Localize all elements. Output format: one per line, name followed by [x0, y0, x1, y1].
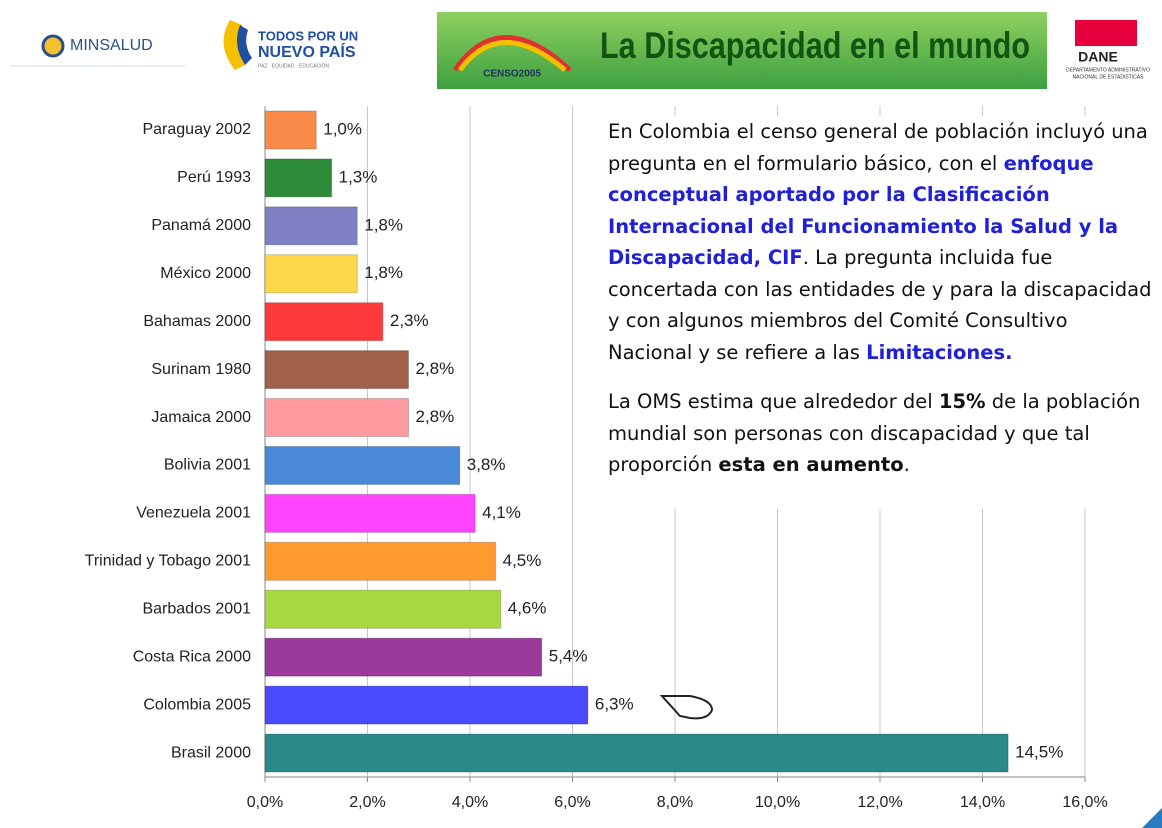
header: MINSALUD TODOS POR UN NUEVO PAÍS PAZ · E…: [10, 12, 1150, 89]
x-tick-label: 4,0%: [452, 794, 488, 811]
value-label: 6,3%: [595, 695, 634, 714]
x-tick-label: 8,0%: [657, 794, 693, 811]
gov-line: TODOS POR UN: [258, 28, 358, 43]
paragraph: La OMS estima que alrededor del 15% de l…: [608, 386, 1156, 481]
value-label: 1,0%: [323, 119, 362, 138]
text-run: Limitaciones.: [866, 340, 1013, 364]
bar: [264, 493, 476, 533]
bar: [264, 541, 497, 581]
bar: [264, 733, 1009, 773]
gov-line: PAZ · EQUIDAD · EDUCACIÓN: [258, 62, 329, 69]
gov-line: NUEVO PAÍS: [258, 42, 356, 61]
censo-logo: [457, 40, 567, 72]
bar: [264, 398, 409, 438]
value-label: 4,6%: [508, 599, 547, 618]
value-label: 2,8%: [416, 407, 455, 426]
value-label: 2,8%: [416, 359, 455, 378]
text-run: 15%: [938, 390, 986, 413]
category-label: Colombia 2005: [143, 696, 251, 713]
value-label: 1,8%: [364, 263, 403, 282]
category-label: Bahamas 2000: [143, 313, 251, 330]
category-label: Jamaica 2000: [151, 409, 251, 426]
text-block: En Colombia el censo general de població…: [608, 116, 1156, 509]
dane-sub: NACIONAL DE ESTADISTICAS: [1073, 74, 1145, 80]
bar: [264, 110, 317, 150]
plot: 0,0% 2,0% 4,0% 6,0% 8,0% 10,0% 12,0% 14,0% 16,0%…: [85, 106, 1108, 811]
category-label: Bolivia 2001: [164, 457, 251, 474]
value-label: 1,3%: [339, 167, 378, 186]
paragraph: En Colombia el censo general de població…: [608, 116, 1156, 368]
value-label: 3,8%: [467, 455, 506, 474]
category-label: México 2000: [160, 265, 251, 282]
censo-label: CENSO2005: [483, 69, 541, 80]
gov-logo: [223, 20, 245, 70]
category-label: Barbados 2001: [142, 600, 251, 617]
corner-mark: [1142, 808, 1162, 828]
bar: [264, 589, 502, 629]
category-label: Venezuela 2001: [136, 505, 251, 522]
bar: [264, 302, 384, 342]
x-tick-label: 2,0%: [349, 794, 385, 811]
bar: [264, 445, 461, 485]
slide-title: La Discapacidad en el mundo: [600, 25, 1030, 66]
category-label: Trinidad y Tobago 2001: [85, 553, 251, 570]
text-run: La OMS estima que alrededor del: [608, 390, 939, 413]
value-label: 4,1%: [482, 503, 521, 522]
value-label: 4,5%: [503, 551, 542, 570]
gov-logo: [236, 25, 252, 65]
category-label: Perú 1993: [177, 169, 251, 186]
x-tick-label: 14,0%: [960, 794, 1005, 811]
dane-sub: DEPARTAMENTO ADMINISTRATIVO: [1066, 67, 1150, 73]
text-run: esta en aumento: [718, 453, 904, 476]
value-label: 1,8%: [364, 215, 403, 234]
bar: [264, 158, 333, 198]
category-label: Paraguay 2002: [142, 121, 251, 138]
censo-logo: [452, 35, 572, 72]
dane-logo: [1075, 20, 1137, 46]
bar: [264, 206, 358, 246]
pointing-hand: [659, 695, 714, 720]
category-label: Brasil 2000: [171, 744, 251, 761]
x-tick-label: 12,0%: [857, 794, 902, 811]
dane-label: DANE: [1078, 49, 1118, 65]
minsalud-seal: [41, 34, 65, 58]
bar: [264, 637, 543, 677]
text-run: En Colombia el censo general de població…: [608, 120, 1148, 175]
text-run: .: [903, 453, 910, 476]
category-label: Surinam 1980: [151, 361, 251, 378]
x-tick-label: 16,0%: [1062, 794, 1107, 811]
value-label: 5,4%: [549, 647, 588, 666]
x-tick-label: 0,0%: [247, 794, 283, 811]
category-label: Costa Rica 2000: [133, 648, 251, 665]
bar: [264, 685, 589, 725]
x-tick-label: 6,0%: [554, 794, 590, 811]
bar: [264, 350, 409, 390]
x-tick-label: 10,0%: [755, 794, 800, 811]
text-run: . La pregunta incluida fue concertada co…: [608, 246, 1152, 364]
bar: [264, 254, 358, 294]
minsalud-label: MINSALUD: [70, 37, 153, 54]
value-label: 14,5%: [1015, 743, 1063, 762]
category-label: Panamá 2000: [151, 217, 251, 234]
value-label: 2,3%: [390, 311, 429, 330]
text-run: de la población mundial son personas con…: [608, 390, 1141, 476]
text-run: enfoque conceptual aportado por la Clasi…: [608, 151, 1119, 270]
